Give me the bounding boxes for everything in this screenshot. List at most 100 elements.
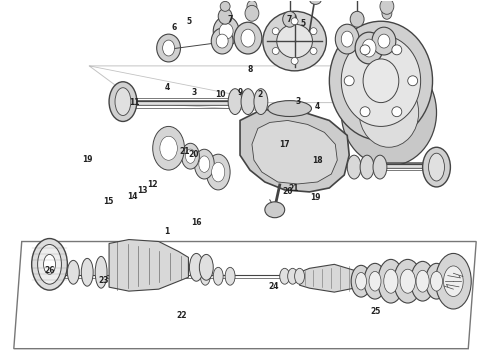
Ellipse shape bbox=[359, 78, 418, 147]
Ellipse shape bbox=[245, 5, 259, 21]
Text: 16: 16 bbox=[191, 219, 201, 228]
Circle shape bbox=[272, 28, 279, 35]
Circle shape bbox=[310, 48, 317, 54]
Ellipse shape bbox=[341, 59, 437, 166]
Ellipse shape bbox=[32, 239, 68, 290]
Ellipse shape bbox=[329, 21, 433, 140]
Ellipse shape bbox=[380, 0, 394, 14]
Ellipse shape bbox=[153, 126, 184, 170]
Ellipse shape bbox=[213, 267, 223, 285]
Text: 7: 7 bbox=[228, 15, 233, 24]
Ellipse shape bbox=[373, 155, 387, 179]
Text: 22: 22 bbox=[176, 311, 187, 320]
Ellipse shape bbox=[277, 24, 313, 58]
Ellipse shape bbox=[195, 149, 214, 179]
Ellipse shape bbox=[228, 89, 242, 114]
Text: 4: 4 bbox=[165, 83, 170, 92]
Ellipse shape bbox=[38, 244, 61, 284]
Text: 25: 25 bbox=[370, 307, 381, 316]
Polygon shape bbox=[109, 239, 189, 291]
Ellipse shape bbox=[355, 32, 383, 64]
Ellipse shape bbox=[200, 267, 210, 285]
Ellipse shape bbox=[95, 256, 107, 288]
Ellipse shape bbox=[350, 11, 364, 27]
Circle shape bbox=[344, 76, 354, 86]
Ellipse shape bbox=[378, 260, 404, 303]
Ellipse shape bbox=[341, 31, 353, 47]
Ellipse shape bbox=[163, 40, 174, 56]
Ellipse shape bbox=[234, 22, 262, 54]
Polygon shape bbox=[252, 121, 337, 184]
Ellipse shape bbox=[351, 265, 371, 297]
Ellipse shape bbox=[68, 260, 79, 284]
Ellipse shape bbox=[157, 34, 180, 62]
Text: 12: 12 bbox=[147, 180, 158, 189]
Text: 21: 21 bbox=[179, 147, 190, 156]
Text: 3: 3 bbox=[191, 88, 196, 97]
Ellipse shape bbox=[411, 261, 435, 301]
Ellipse shape bbox=[206, 154, 230, 190]
Ellipse shape bbox=[265, 202, 285, 218]
Polygon shape bbox=[299, 264, 354, 292]
Ellipse shape bbox=[429, 153, 444, 181]
Ellipse shape bbox=[81, 258, 93, 286]
Text: 8: 8 bbox=[247, 66, 252, 75]
Ellipse shape bbox=[360, 155, 374, 179]
Ellipse shape bbox=[364, 264, 386, 299]
Text: 11: 11 bbox=[129, 98, 139, 107]
Ellipse shape bbox=[160, 136, 177, 160]
Ellipse shape bbox=[225, 267, 235, 285]
Text: 7: 7 bbox=[286, 15, 292, 24]
Text: 13: 13 bbox=[137, 186, 147, 195]
Text: 24: 24 bbox=[268, 282, 278, 291]
Text: 23: 23 bbox=[99, 276, 109, 285]
Ellipse shape bbox=[218, 8, 232, 24]
Circle shape bbox=[360, 107, 370, 117]
Circle shape bbox=[392, 45, 402, 55]
Ellipse shape bbox=[443, 266, 463, 297]
Text: 19: 19 bbox=[310, 193, 321, 202]
Text: 1: 1 bbox=[165, 227, 170, 236]
Ellipse shape bbox=[356, 273, 367, 290]
Text: 21: 21 bbox=[289, 184, 299, 193]
Ellipse shape bbox=[247, 0, 257, 12]
Circle shape bbox=[392, 107, 402, 117]
Ellipse shape bbox=[416, 270, 429, 292]
Ellipse shape bbox=[212, 162, 225, 182]
Text: 2: 2 bbox=[257, 90, 262, 99]
Text: 4: 4 bbox=[315, 102, 319, 111]
Ellipse shape bbox=[436, 253, 471, 309]
Ellipse shape bbox=[199, 255, 213, 280]
Ellipse shape bbox=[347, 155, 361, 179]
Ellipse shape bbox=[362, 39, 376, 57]
Ellipse shape bbox=[341, 35, 420, 126]
Text: 18: 18 bbox=[313, 156, 323, 165]
Text: 15: 15 bbox=[103, 197, 113, 206]
Ellipse shape bbox=[241, 29, 255, 47]
Ellipse shape bbox=[378, 34, 390, 48]
Ellipse shape bbox=[384, 269, 398, 293]
Ellipse shape bbox=[213, 16, 239, 46]
Text: 5: 5 bbox=[301, 19, 306, 28]
Circle shape bbox=[310, 28, 317, 35]
Ellipse shape bbox=[211, 28, 233, 54]
Ellipse shape bbox=[335, 24, 359, 54]
Text: 17: 17 bbox=[280, 140, 290, 149]
Text: 20: 20 bbox=[189, 150, 199, 159]
Text: 14: 14 bbox=[127, 192, 138, 201]
Text: 20: 20 bbox=[283, 187, 293, 196]
Ellipse shape bbox=[280, 268, 290, 284]
Ellipse shape bbox=[220, 1, 230, 11]
Ellipse shape bbox=[263, 11, 326, 71]
Ellipse shape bbox=[288, 268, 297, 284]
Text: 26: 26 bbox=[44, 266, 55, 275]
Ellipse shape bbox=[310, 0, 321, 4]
Ellipse shape bbox=[294, 268, 305, 284]
Circle shape bbox=[291, 18, 298, 25]
Ellipse shape bbox=[372, 27, 396, 55]
Text: 9: 9 bbox=[238, 88, 243, 97]
Ellipse shape bbox=[363, 59, 399, 103]
Ellipse shape bbox=[394, 260, 421, 303]
Text: 10: 10 bbox=[216, 90, 226, 99]
Ellipse shape bbox=[216, 34, 228, 48]
